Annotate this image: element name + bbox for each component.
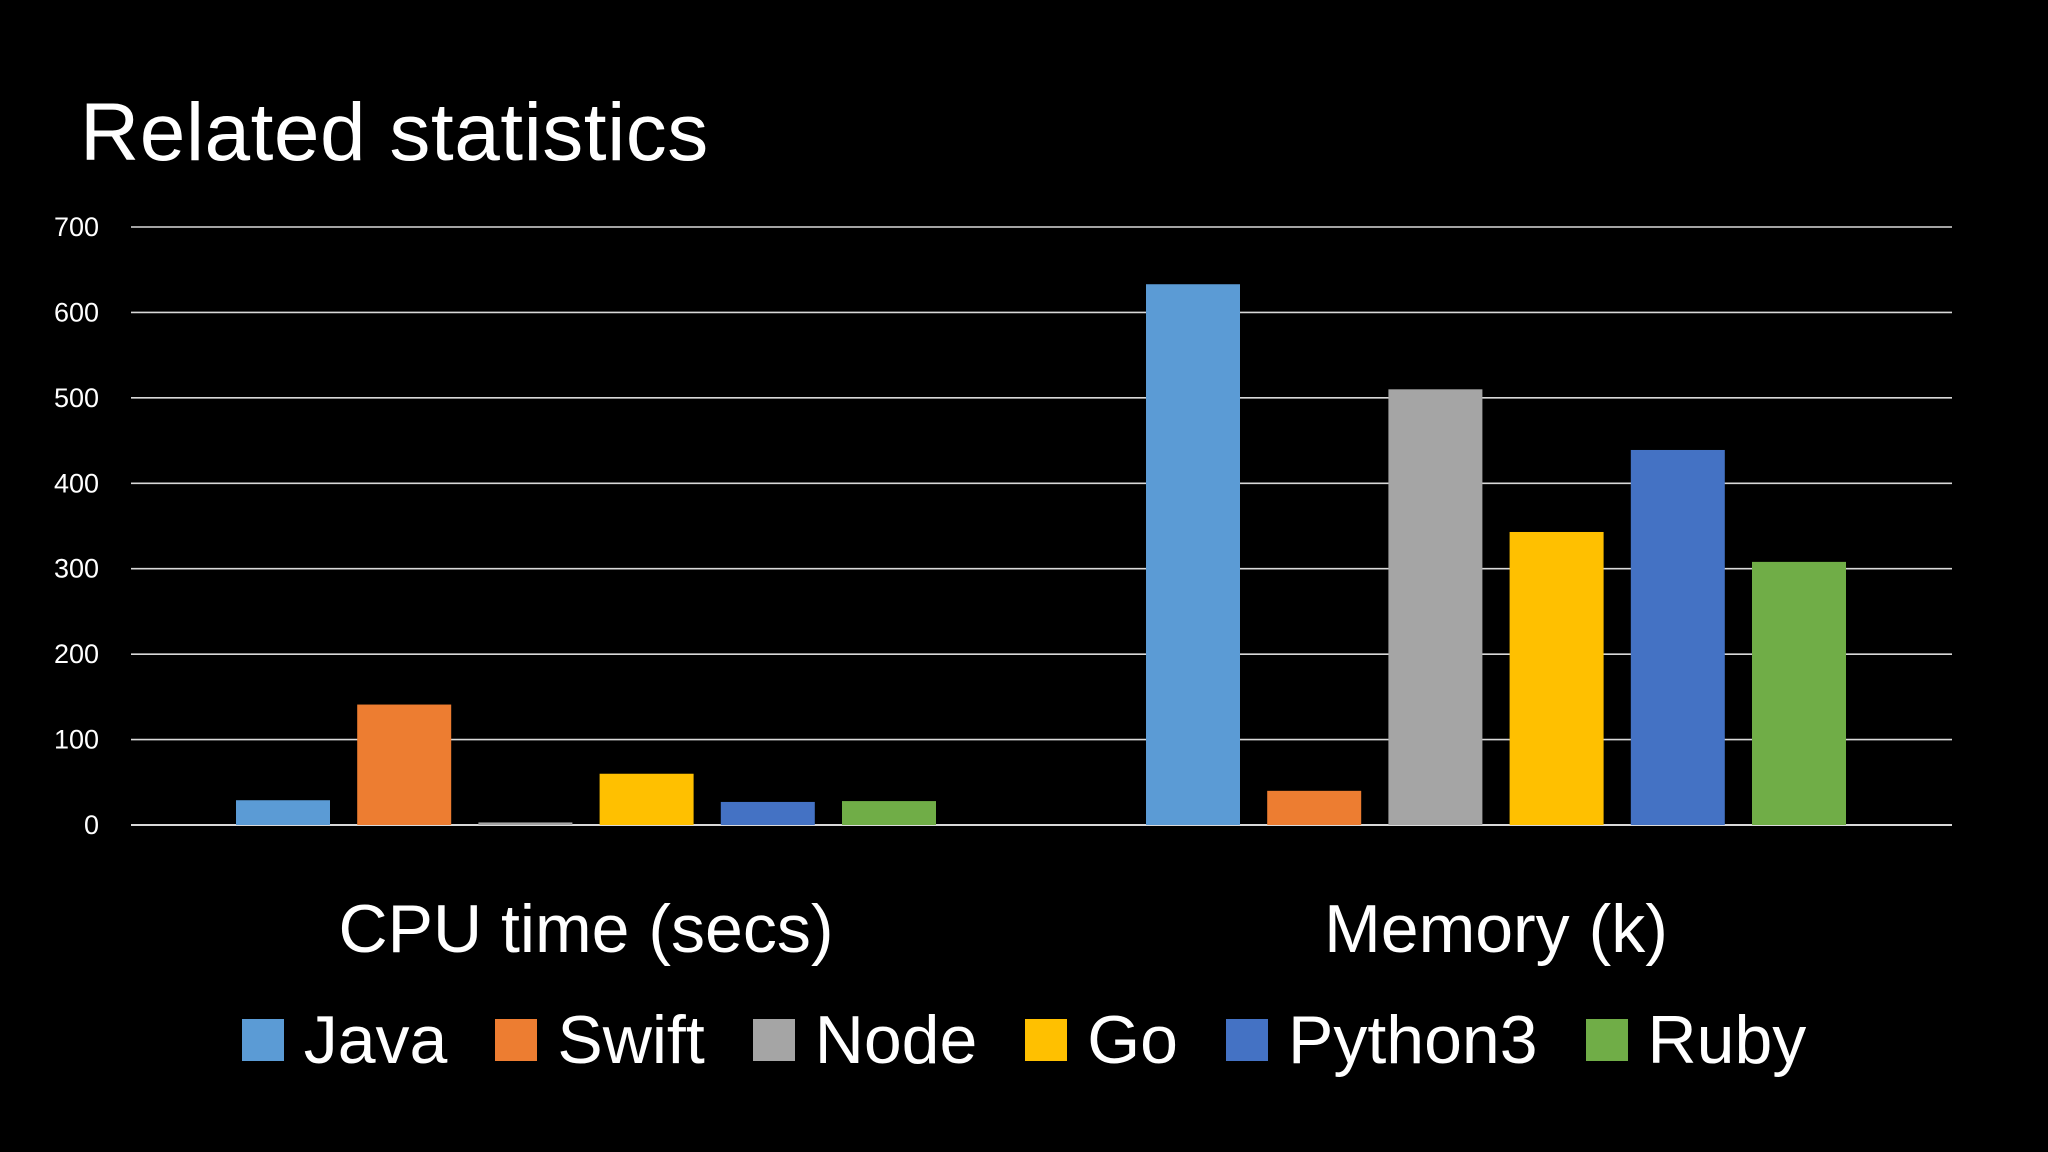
legend-swatch bbox=[1025, 1019, 1068, 1061]
y-tick-label: 500 bbox=[54, 383, 99, 413]
bar-go-cpu-time bbox=[599, 773, 694, 825]
y-tick-label: 300 bbox=[54, 554, 99, 584]
x-category-label: Memory (k) bbox=[1324, 891, 1668, 967]
x-category-label: CPU time (secs) bbox=[339, 891, 834, 967]
bar-go-memory bbox=[1509, 531, 1604, 825]
legend-item-ruby: Ruby bbox=[1585, 1002, 1807, 1078]
legend-item-go: Go bbox=[1025, 1006, 1178, 1074]
legend-swatch bbox=[1226, 1019, 1268, 1061]
bar-java-memory bbox=[1146, 284, 1240, 825]
y-tick-label: 100 bbox=[54, 725, 99, 755]
y-axis-ticks: 0 100 200 300 400 500 600 700 bbox=[54, 212, 99, 840]
legend-swatch bbox=[752, 1019, 795, 1061]
bar-ruby-cpu-time bbox=[842, 801, 936, 825]
legend-label: Ruby bbox=[1647, 1002, 1807, 1078]
bars bbox=[236, 284, 1846, 825]
slide-title: Related statistics bbox=[80, 87, 709, 178]
legend-swatch bbox=[241, 1019, 284, 1061]
bar-ruby-memory bbox=[1752, 561, 1846, 825]
y-tick-label: 400 bbox=[54, 468, 99, 498]
legend-label: Python3 bbox=[1288, 1002, 1538, 1078]
legend-item-python3: Python3 bbox=[1226, 1006, 1538, 1074]
x-axis-categories: CPU time (secs) Memory (k) bbox=[339, 891, 1668, 967]
bar-swift-cpu-time bbox=[357, 704, 452, 825]
y-tick-label: 700 bbox=[54, 212, 99, 242]
legend-label: Swift bbox=[557, 1002, 705, 1078]
bar-node-memory bbox=[1388, 389, 1483, 825]
y-tick-label: 0 bbox=[84, 810, 99, 840]
legend-label: Java bbox=[303, 1002, 448, 1078]
legend-label: Go bbox=[1087, 1002, 1178, 1078]
bar-python3-memory bbox=[1630, 449, 1725, 825]
legend-item-node: Node bbox=[752, 1002, 978, 1078]
y-tick-label: 200 bbox=[54, 639, 99, 669]
legend-item-swift: Swift bbox=[495, 1002, 705, 1078]
legend-item-java: Java bbox=[241, 1002, 448, 1078]
legend-swatch bbox=[1585, 1019, 1628, 1061]
y-tick-label: 600 bbox=[54, 297, 99, 327]
bar-python3-cpu-time bbox=[720, 801, 815, 825]
bar-java-cpu-time bbox=[236, 800, 330, 825]
legend-swatch bbox=[495, 1019, 538, 1061]
legend-label: Node bbox=[814, 1002, 978, 1078]
bar-swift-memory bbox=[1267, 790, 1362, 825]
bar-node-cpu-time bbox=[478, 822, 573, 825]
chart-legend: Java Swift Node Go Python3 Ruby bbox=[0, 1006, 2048, 1074]
